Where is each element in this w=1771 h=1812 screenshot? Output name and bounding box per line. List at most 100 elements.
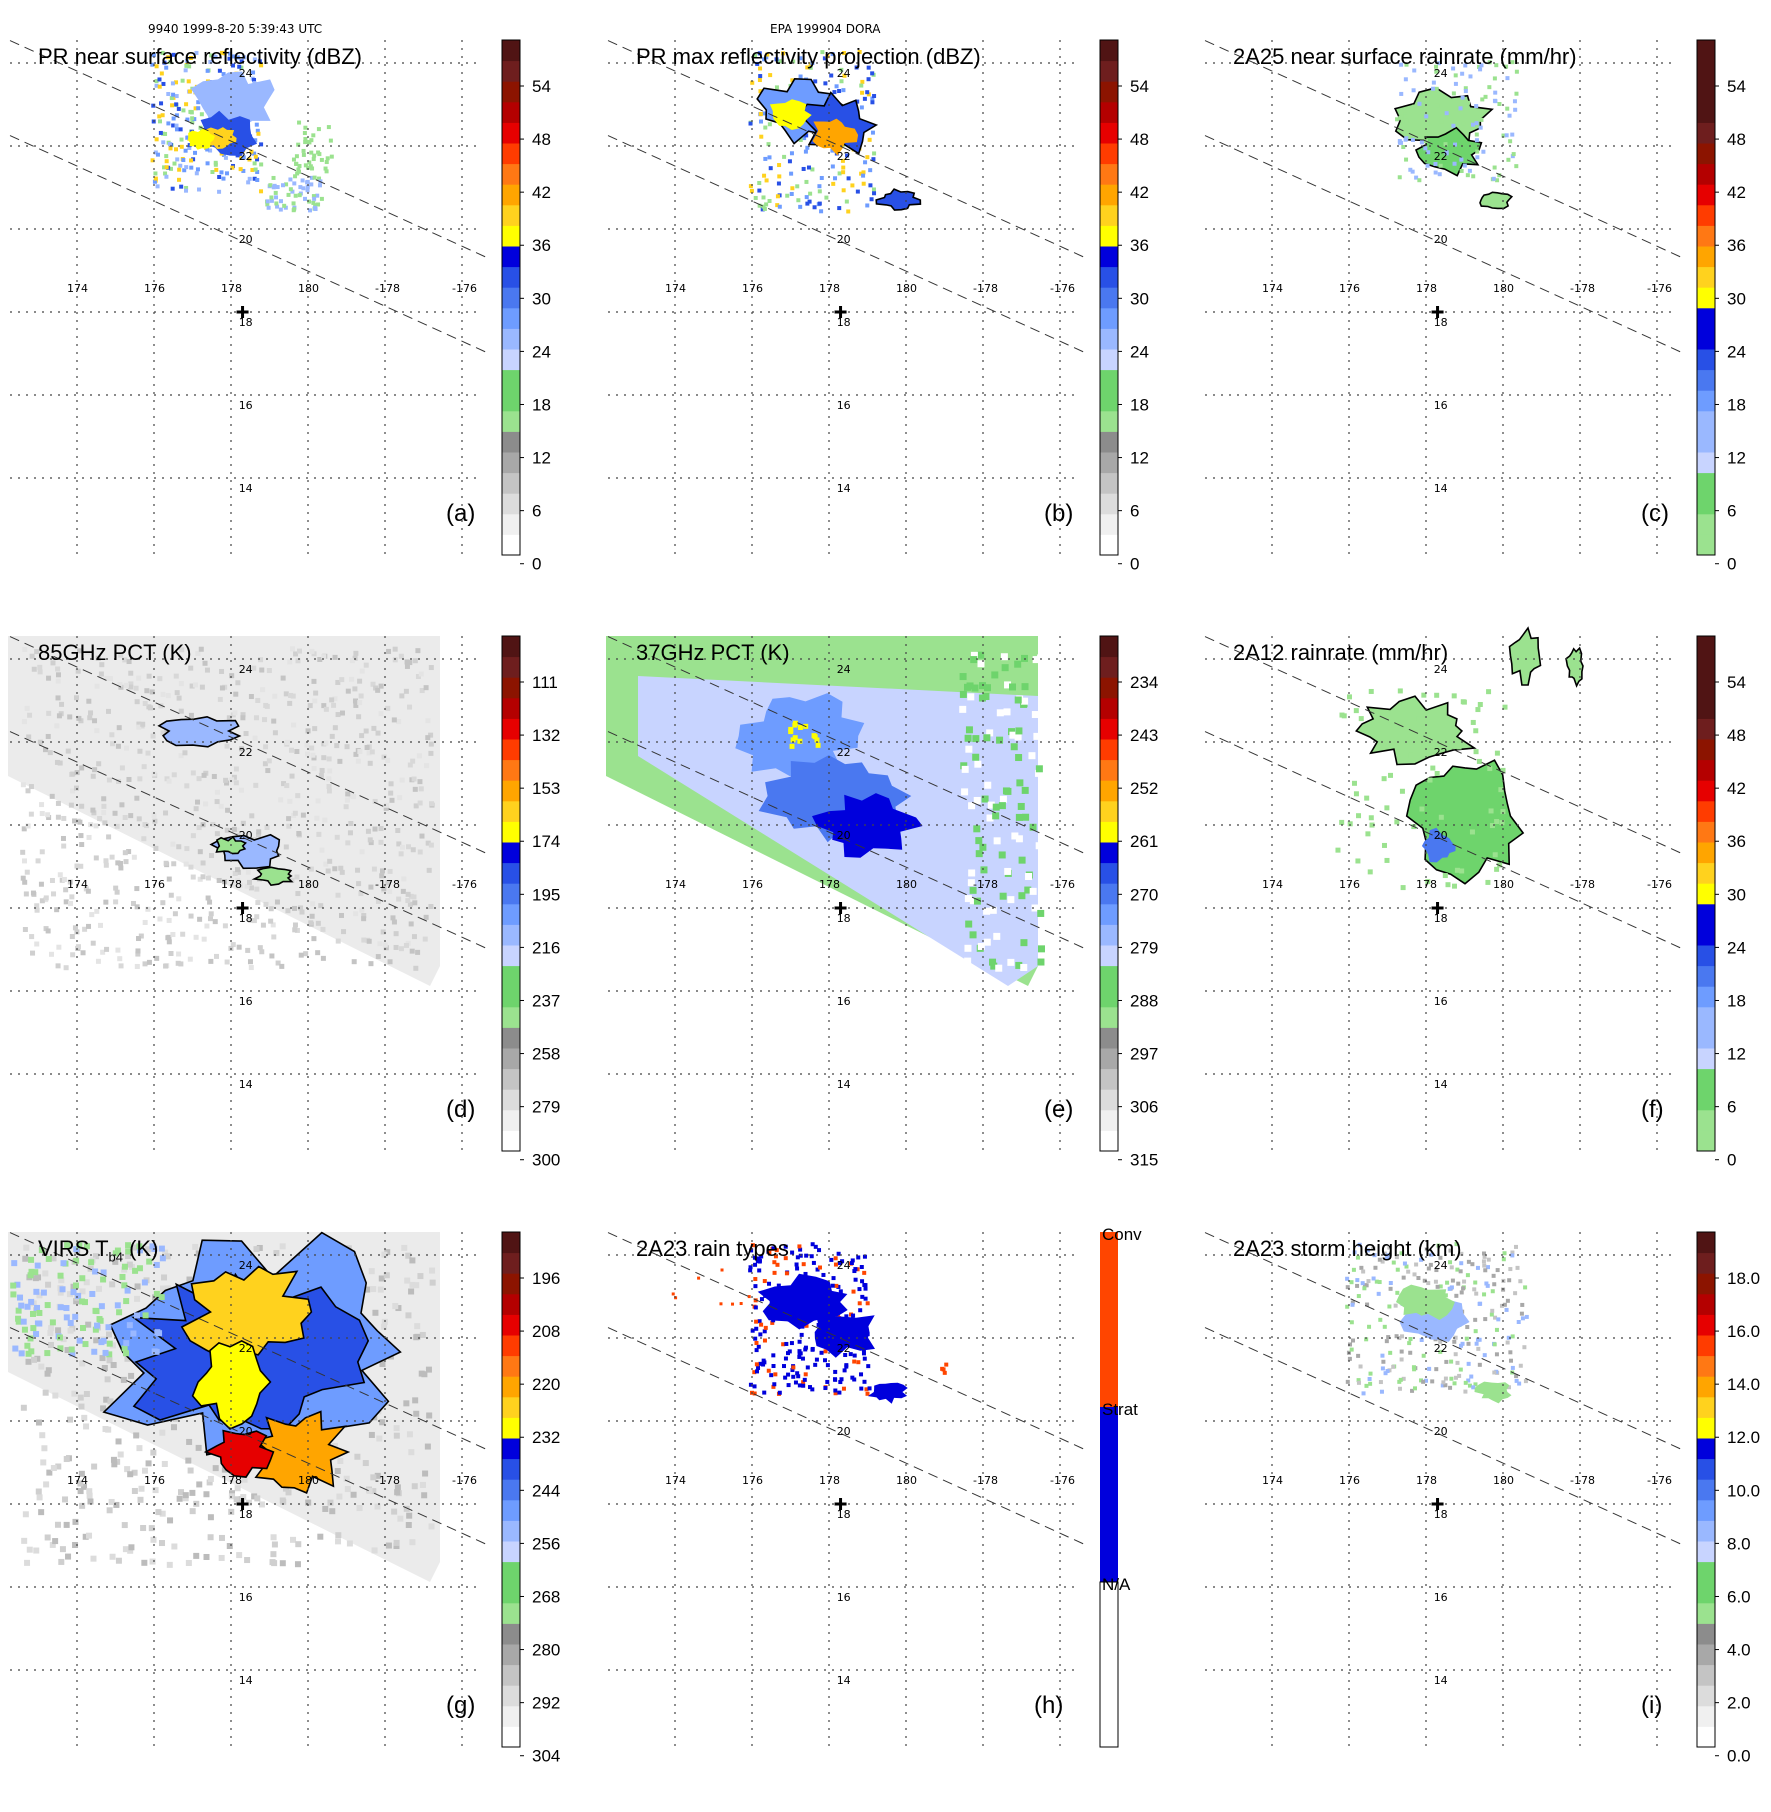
storm-center-marker <box>236 1498 249 1510</box>
storm-center-marker <box>236 306 249 318</box>
lat-label: 18 <box>239 912 253 925</box>
colorbar-tick: 315 <box>1130 1151 1158 1170</box>
lat-label: 14 <box>239 1078 253 1091</box>
swath-edges <box>1204 40 1686 355</box>
colorbar-tick: 54 <box>1130 77 1149 96</box>
lon-label: 174 <box>67 1474 88 1487</box>
colorbar-tick: 232 <box>532 1428 560 1447</box>
lon-label: 178 <box>1416 282 1437 295</box>
colorbar-c: 54 48 42 36 30 24 18 12 6 0 <box>1696 39 1746 574</box>
colorbar-tick: 18.0 <box>1727 1269 1760 1288</box>
lon-label: 178 <box>819 282 840 295</box>
title-subscript: b4 <box>108 1249 123 1265</box>
colorbar-i: 18.0 16.0 14.0 12.0 10.0 8.0 6.0 4.0 2.0 0.0 <box>1696 1231 1760 1766</box>
lat-label: 24 <box>837 663 851 676</box>
field-a <box>150 50 334 213</box>
lat-label: 22 <box>239 150 253 163</box>
colorbar-tick: 42 <box>532 183 551 202</box>
colorbar-tick: 6 <box>532 502 541 521</box>
colorbar-tick: 42 <box>1727 183 1746 202</box>
colorbar-tick: 8.0 <box>1727 1534 1751 1553</box>
lat-label: 24 <box>239 663 253 676</box>
colorbar-e: 234 243 252 261 270 279 288 297 306 315 <box>1099 635 1158 1170</box>
lat-label: 22 <box>837 1342 851 1355</box>
colorbar-tick: 132 <box>532 726 560 745</box>
map-b: 174 176 178 180 -178 -17624222018161454484236… <box>607 39 1149 574</box>
panel-label-e: (e) <box>1044 1096 1074 1123</box>
lat-label: 18 <box>1434 316 1448 329</box>
colorbar-tick: 306 <box>1130 1098 1158 1117</box>
lat-label: 22 <box>837 150 851 163</box>
colorbar-tick: 18 <box>532 395 551 414</box>
lon-label: -178 <box>375 1474 400 1487</box>
swath-edges <box>9 636 491 951</box>
panel-e: 174 176 178 180 -178 -176 24 22 20 18 16 14 234 243 25… <box>598 635 1198 1216</box>
lat-label: 20 <box>837 1425 851 1438</box>
lat-label: 24 <box>1434 67 1448 80</box>
swath-edges <box>9 1232 491 1547</box>
colorbar-tick: 252 <box>1130 779 1158 798</box>
lon-label: 174 <box>1262 282 1283 295</box>
colorbar-tick: 48 <box>532 130 551 149</box>
map-d: 174 176 178 180 -178 -176 24 22 20 18 16 14 111 132 15… <box>8 635 560 1170</box>
lon-label: 180 <box>298 282 319 295</box>
storm-center-marker <box>834 306 847 318</box>
colorbar-tick: 256 <box>532 1534 560 1553</box>
panel-c: 174 176 178 180 -178 -176 24 22 20 18 16 14 54 48 42 36… <box>1195 39 1771 620</box>
lon-label: 180 <box>896 878 917 891</box>
colorbar-tick: 208 <box>532 1322 560 1341</box>
colorbar-tick: 30 <box>1727 289 1746 308</box>
lat-label: 16 <box>837 995 851 1008</box>
lat-label: 14 <box>239 482 253 495</box>
colorbar-tick: 268 <box>532 1587 560 1606</box>
lat-label: 18 <box>837 1508 851 1521</box>
colorbar-tick: 54 <box>1727 77 1746 96</box>
colorbar-tick: 279 <box>1130 938 1158 957</box>
colorbar-tick: 48 <box>1130 130 1149 149</box>
panel-title-b: PR max reflectivity projection (dBZ) <box>636 44 981 69</box>
panel-title-c: 2A25 near surface rainrate (mm/hr) <box>1233 44 1577 69</box>
colorbar-tick: 42 <box>1727 779 1746 798</box>
map-g: 174 176 178 180 -178 -176 24 22 20 18 16 14 196 208 22… <box>8 1231 560 1766</box>
lat-label: 22 <box>837 746 851 759</box>
colorbar-tick: 0 <box>1727 1151 1736 1170</box>
panel-title-d: 85GHz PCT (K) <box>38 640 192 665</box>
field-e <box>606 636 1045 986</box>
lon-label: 176 <box>144 878 165 891</box>
lon-label: 180 <box>896 282 917 295</box>
lat-label: 14 <box>1434 482 1448 495</box>
colorbar-tick: 258 <box>532 1045 560 1064</box>
colorbar-tick: 54 <box>532 77 551 96</box>
colorbar-tick: 6 <box>1130 502 1139 521</box>
panel-h: 174 176 178 180 -178 -176 24 22 20 18 16 14 Conv Stra… <box>598 1225 1198 1812</box>
field-c <box>1393 60 1519 210</box>
swath-edges <box>1204 636 1686 951</box>
lat-label: 16 <box>239 399 253 412</box>
field-d <box>8 636 440 986</box>
figure: 9940 1999-8-20 5:39:43 UTC EPA 199904 DO… <box>8 22 1771 1766</box>
lon-label: -178 <box>1570 282 1595 295</box>
lat-label: 18 <box>1434 1508 1448 1521</box>
lat-label: 16 <box>1434 399 1448 412</box>
colorbar-tick: 237 <box>532 991 560 1010</box>
colorbar-tick: 292 <box>532 1694 560 1713</box>
lon-label: 176 <box>144 282 165 295</box>
colorbar-tick: 30 <box>1130 289 1149 308</box>
field-i <box>1345 1242 1529 1404</box>
swath-edges <box>1204 1232 1686 1547</box>
header-storm-name: EPA 199904 DORA <box>770 22 881 36</box>
map-e: 174 176 178 180 -178 -176 24 22 20 18 16 14 234 243 25… <box>606 635 1158 1170</box>
lon-label: -176 <box>452 1474 477 1487</box>
colorbar-tick: 234 <box>1130 673 1158 692</box>
panel-title-f: 2A12 rainrate (mm/hr) <box>1233 640 1449 665</box>
colorbar-tick: 304 <box>532 1747 560 1766</box>
lon-label: 176 <box>1339 282 1360 295</box>
lon-label: 176 <box>1339 878 1360 891</box>
lon-label: 174 <box>665 1474 686 1487</box>
lon-label: 174 <box>665 282 686 295</box>
lon-label: -178 <box>1570 878 1595 891</box>
colorbar-tick: 288 <box>1130 991 1158 1010</box>
lat-label: 16 <box>1434 1591 1448 1604</box>
colorbar-tick: 36 <box>1727 236 1746 255</box>
lon-label: 176 <box>742 1474 763 1487</box>
